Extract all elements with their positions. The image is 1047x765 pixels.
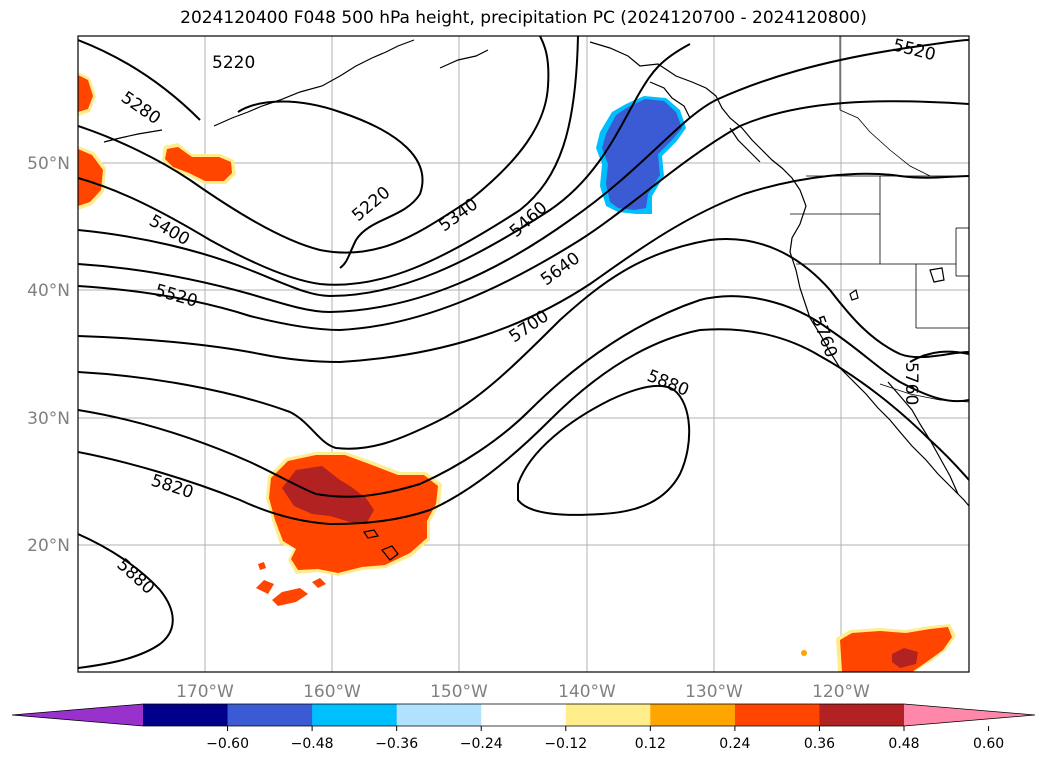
contour-label: 5700 [506,306,553,347]
coastlines [103,39,969,561]
lat-label: 40°N [27,281,70,301]
contour-label: 5220 [348,183,394,226]
colorbar-segment [565,704,651,726]
lon-label: 160°W [303,682,361,702]
precip-aleutian-patch [162,143,236,184]
colorbar-segment [481,704,567,726]
lon-label: 170°W [176,682,234,702]
contour-label: 5880 [113,555,159,599]
contour-label: 5220 [212,53,255,73]
lon-label: 150°W [430,682,488,702]
colorbar-tick-label: 0.24 [719,736,750,752]
precip-mexico [801,624,956,672]
contour-label: 5760 [901,362,921,405]
colorbar-tick-label: −0.12 [544,736,587,752]
political-borders [790,36,969,403]
colorbar-segment [227,704,313,726]
map-title: 2024120400 F048 500 hPa height, precipit… [180,8,867,28]
contour-label: 5460 [506,198,552,242]
colorbar-tick-label: −0.48 [291,736,334,752]
colorbar-tick-label: 0.36 [804,736,835,752]
map-area [78,36,969,672]
contour-labels: 5220 5280 5220 5340 5460 5520 5400 5520 … [113,35,938,598]
height-contours [78,36,969,669]
map-frame [77,35,970,673]
colorbar: −0.60 −0.48 −0.36 −0.24 −0.12 0.12 0.24 0.36 0.4… [11,703,1036,752]
precip-gulf-of-alaska [596,96,686,214]
colorbar-outline [11,703,1036,727]
precip-left-edge-north [78,72,96,116]
contour-label: 5520 [891,35,938,65]
contour-label: 5520 [153,281,200,312]
contour-label: 5880 [644,366,692,401]
contour-label: 5820 [148,471,195,503]
lat-label: 30°N [27,409,70,429]
longitude-labels: 170°W 160°W 150°W 140°W 130°W 120°W [176,682,870,702]
colorbar-tick-label: −0.36 [375,736,418,752]
lon-label: 140°W [558,682,616,702]
colorbar-tick-label: 0.12 [635,736,666,752]
colorbar-tick-label: −0.24 [460,736,503,752]
colorbar-segment [734,704,820,726]
colorbar-segment [650,704,736,726]
lat-label: 50°N [27,154,70,174]
colorbar-tick-label: −0.60 [206,736,249,752]
colorbar-extend-min [12,704,143,726]
lon-label: 120°W [812,682,870,702]
precip-left-edge-south [78,146,106,210]
contour-label: 5280 [117,88,164,129]
colorbar-tick-label: 0.60 [973,736,1004,752]
contour-label: 5640 [537,248,584,290]
precip-hawaii [256,452,442,606]
latitude-labels: 50°N 40°N 30°N 20°N [27,154,70,556]
contour-label: 5760 [807,313,841,360]
colorbar-segment [143,704,229,726]
colorbar-tick-label: 0.48 [888,736,919,752]
colorbar-segment [819,704,905,726]
colorbar-segment [396,704,482,726]
colorbar-segment [312,704,398,726]
colorbar-extend-max [904,704,1035,726]
lon-label: 130°W [685,682,743,702]
lat-label: 20°N [27,536,70,556]
